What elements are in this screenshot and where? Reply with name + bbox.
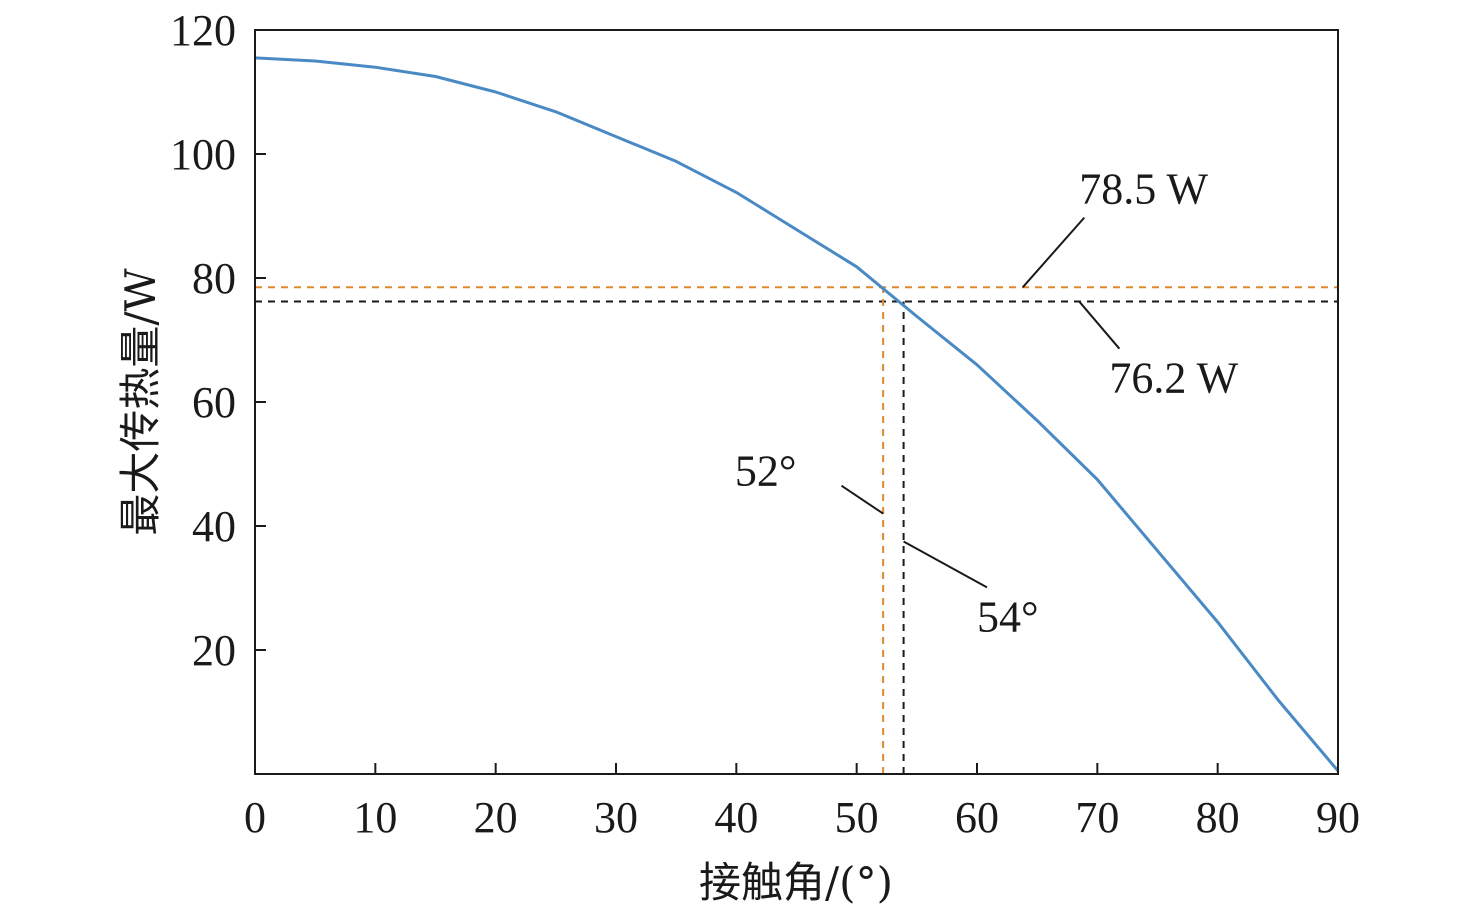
- y-tick-label: 120: [170, 6, 236, 55]
- y-tick-label: 60: [192, 378, 236, 427]
- x-tick-label: 80: [1196, 793, 1240, 842]
- annotation-leader: [840, 484, 884, 515]
- y-axis-title: 最大传热量/W: [116, 268, 165, 536]
- x-axis: 0 10 20 30 40 50 60 70 80 90: [244, 763, 1360, 842]
- x-tick-label: 90: [1316, 793, 1360, 842]
- x-tick-label: 40: [714, 793, 758, 842]
- annotation-leader: [903, 540, 988, 589]
- x-tick-label: 20: [474, 793, 518, 842]
- annotation-label: 52°: [735, 447, 797, 496]
- y-axis: 20 40 60 80 100 120: [170, 6, 266, 675]
- x-tick-label: 60: [955, 793, 999, 842]
- y-tick-label: 40: [192, 502, 236, 551]
- x-tick-label: 30: [594, 793, 638, 842]
- annotation-leader: [1078, 300, 1121, 350]
- y-tick-label: 100: [170, 130, 236, 179]
- annotations: 78.5 W 76.2 W 52° 54°: [735, 165, 1239, 642]
- y-tick-label: 20: [192, 626, 236, 675]
- series-line: [254, 56, 1340, 772]
- y-tick-label: 80: [192, 254, 236, 303]
- series-layer: [254, 56, 1340, 772]
- annotation-label: 78.5 W: [1079, 165, 1208, 214]
- annotation-leader: [1021, 216, 1086, 288]
- x-tick-label: 50: [835, 793, 879, 842]
- x-axis-title: 接触角/(°): [699, 858, 893, 907]
- x-tick-label: 70: [1075, 793, 1119, 842]
- annotation-label: 76.2 W: [1109, 354, 1238, 403]
- reference-lines: [255, 286, 1338, 774]
- x-tick-label: 0: [244, 793, 266, 842]
- x-tick-label: 10: [353, 793, 397, 842]
- annotation-label: 54°: [977, 592, 1039, 641]
